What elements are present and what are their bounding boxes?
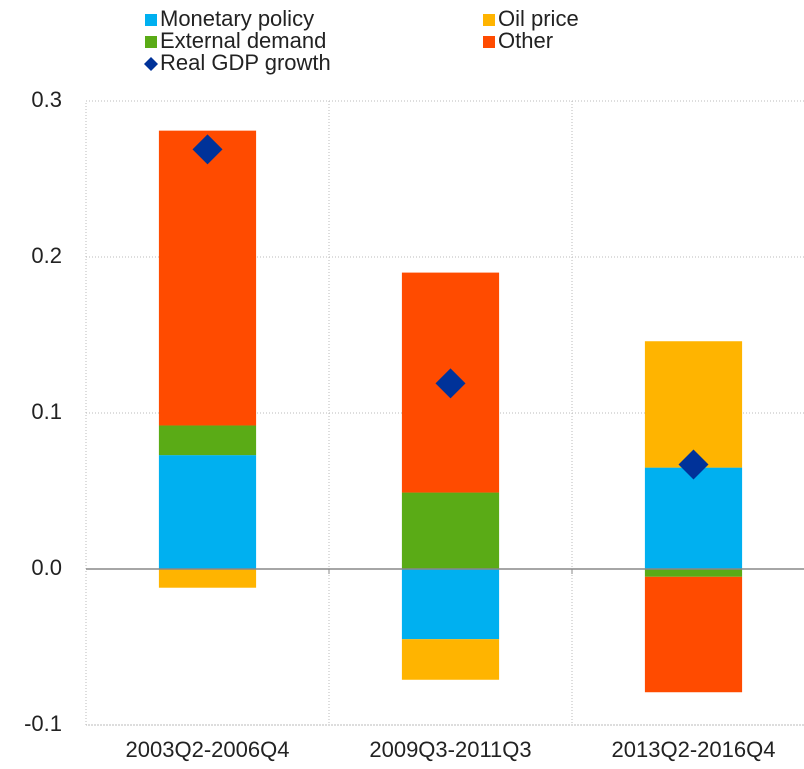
y-tick-label: 0.3 — [31, 87, 62, 112]
bar-segment — [644, 341, 743, 468]
legend-label: Other — [498, 28, 553, 53]
bar-segment — [644, 576, 743, 693]
x-tick-label: 2009Q3-2011Q3 — [369, 737, 531, 762]
bar-segment — [644, 569, 743, 577]
y-tick-label: 0.0 — [31, 555, 62, 580]
y-tick-label: 0.2 — [31, 243, 62, 268]
legend-label: Oil price — [498, 6, 579, 31]
bar-segment — [401, 569, 500, 640]
bar-segment — [158, 130, 257, 426]
bar-segment — [158, 455, 257, 569]
legend-swatch — [145, 36, 157, 48]
legend-label: Real GDP growth — [160, 50, 331, 75]
legend-label: Monetary policy — [160, 6, 314, 31]
gdp-marker — [435, 368, 466, 399]
gdp-marker — [192, 134, 223, 165]
bar-segment — [644, 467, 743, 569]
legend-label: External demand — [160, 28, 326, 53]
legend-swatch — [483, 36, 495, 48]
bar-segment — [401, 492, 500, 569]
bar-segment — [158, 425, 257, 456]
legend-swatch — [144, 57, 158, 71]
x-tick-label: 2013Q2-2016Q4 — [612, 737, 776, 762]
gdp-marker — [678, 449, 709, 480]
bar-segment — [158, 569, 257, 588]
legend-swatch — [145, 14, 157, 26]
y-tick-label: -0.1 — [24, 711, 62, 736]
x-tick-label: 2003Q2-2006Q4 — [126, 737, 290, 762]
y-tick-label: 0.1 — [31, 399, 62, 424]
legend-swatch — [483, 14, 495, 26]
bar-segment — [401, 639, 500, 680]
